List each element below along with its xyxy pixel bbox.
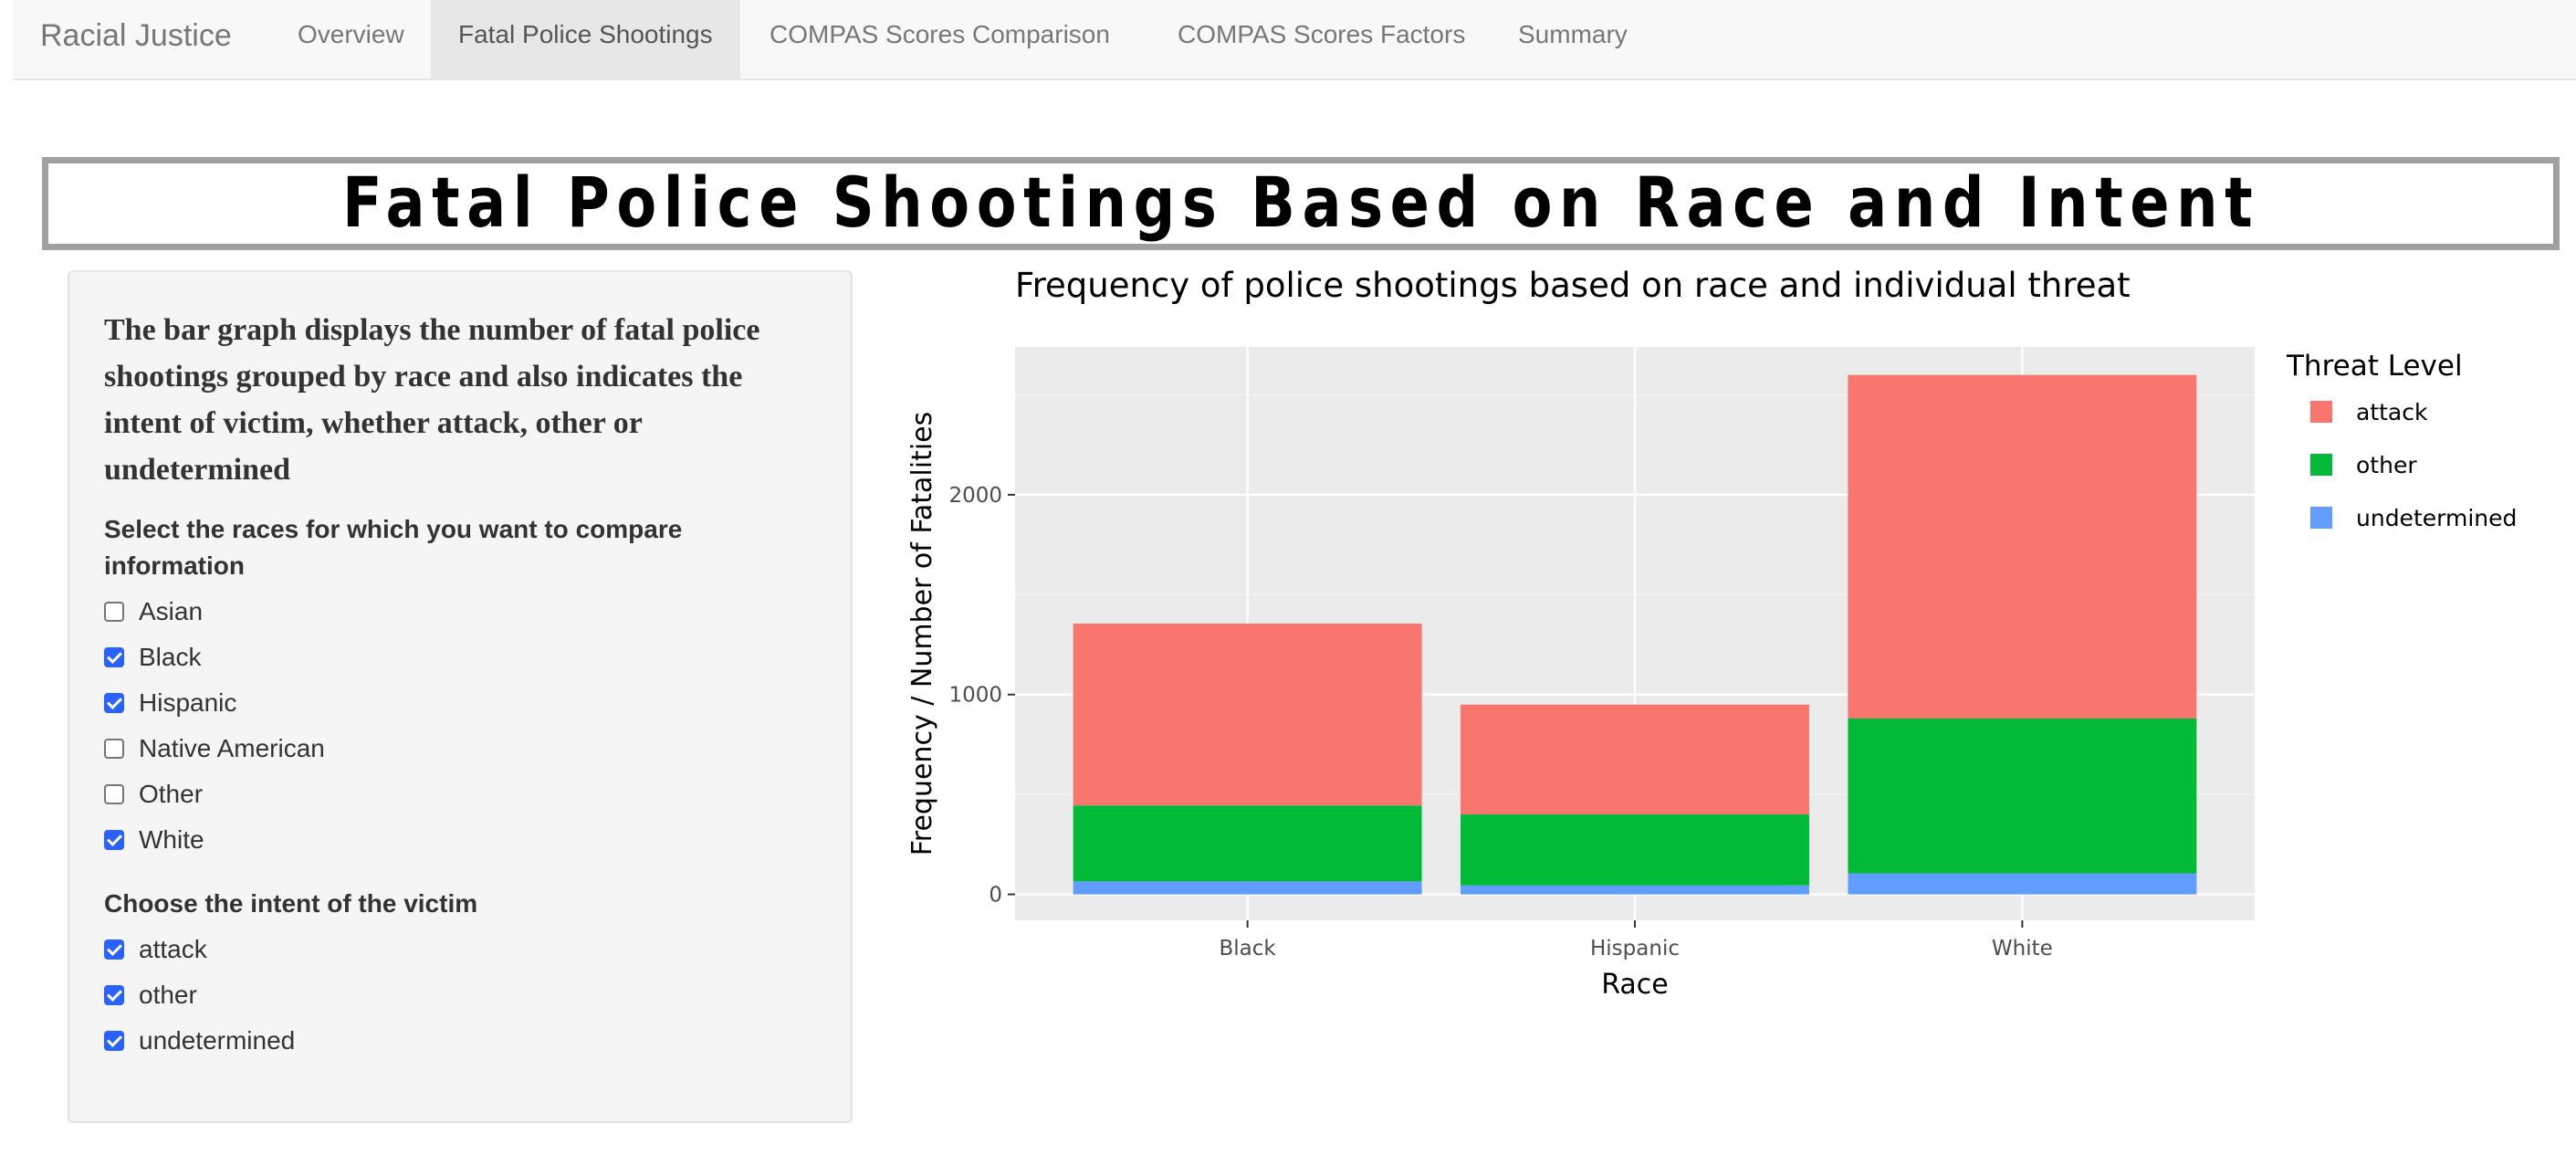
legend-label-undetermined: undetermined [2356,505,2517,531]
page-banner: Fatal Police Shootings Based on Race and… [42,157,2560,250]
bar-white-undetermined [1848,873,2197,895]
race-checkbox-native-american[interactable]: Native American [104,730,325,767]
legend-label-other: other [2356,452,2417,478]
bar-white-other [1848,718,2197,874]
race-checkbox-other[interactable]: Other [104,776,203,813]
y-tick-label: 2000 [948,484,1002,508]
checkbox-checked-icon[interactable] [104,830,124,850]
x-tick-label-hispanic: Hispanic [1590,937,1680,960]
intent-checkbox-undetermined[interactable]: undetermined [104,1023,295,1059]
x-tick-label-black: Black [1220,937,1277,960]
y-tick-label: 0 [989,884,1002,908]
checkbox-checked-icon[interactable] [104,1031,124,1051]
race-checkbox-black[interactable]: Black [104,639,201,676]
race-select-label: Select the races for which you want to c… [104,515,683,580]
legend-swatch-undetermined [2310,507,2332,529]
stacked-bar-chart: Frequency of police shootings based on r… [906,266,2517,1001]
bar-hispanic-other [1461,814,1809,886]
race-checkbox-white[interactable]: White [104,822,204,858]
tab-overview[interactable]: Overview [298,20,404,48]
checkbox-label: Native American [139,734,325,762]
legend-swatch-other [2310,454,2332,476]
legend-title: Threat Level [2286,350,2463,383]
tab-fatal-police-shootings[interactable]: Fatal Police Shootings [431,0,740,79]
checkbox-label: White [139,825,204,854]
checkbox-label: Asian [139,597,204,625]
bar-black-attack [1073,624,1422,806]
chart-title: Frequency of police shootings based on r… [1015,266,2131,305]
checkbox-checked-icon[interactable] [104,985,124,1005]
legend-swatch-attack [2310,401,2332,423]
checkbox-label: other [139,981,197,1009]
checkbox-checked-icon[interactable] [104,647,124,667]
checkbox-label: Other [139,780,204,808]
legend: attack other undetermined [2310,399,2517,531]
navbar: Racial Justice Overview Fatal Police Sho… [13,0,2576,80]
tab-summary[interactable]: Summary [1518,20,1628,48]
y-tick-label: 1000 [948,684,1002,708]
checkbox-checked-icon[interactable] [104,693,124,713]
tab-compas-scores-factors[interactable]: COMPAS Scores Factors [1178,20,1466,48]
legend-label-attack: attack [2356,399,2428,425]
bar-hispanic-undetermined [1461,885,1809,895]
bar-black-undetermined [1073,881,1422,895]
x-axis-title: Race [1601,969,1669,1001]
checkbox-label: undetermined [139,1026,296,1055]
race-checkbox-hispanic[interactable]: Hispanic [104,685,236,721]
app-brand[interactable]: Racial Justice [40,18,232,53]
checkbox-icon[interactable] [104,602,124,622]
page-title: Fatal Police Shootings Based on Race and… [341,162,2260,243]
y-axis-title: Frequency / Number of Fatalities [906,412,938,856]
bar-black-other [1073,805,1422,882]
checkbox-label: attack [139,935,207,963]
bar-white-attack [1848,374,2197,719]
intent-checkbox-attack[interactable]: attack [104,931,207,968]
checkbox-label: Hispanic [139,688,237,717]
checkbox-icon[interactable] [104,784,124,804]
tab-compas-scores-comparison[interactable]: COMPAS Scores Comparison [770,20,1110,48]
checkbox-label: Black [139,643,202,671]
race-checkbox-asian[interactable]: Asian [104,593,203,630]
x-tick-label-white: White [1992,937,2053,960]
intent-select-label: Choose the intent of the victim [104,889,478,918]
checkbox-checked-icon[interactable] [104,939,124,960]
chart-description: The bar graph displays the number of fat… [104,313,760,487]
intent-checkbox-other[interactable]: other [104,977,197,1013]
checkbox-icon[interactable] [104,739,124,759]
sidebar-panel: The bar graph displays the number of fat… [68,270,853,1123]
bar-hispanic-attack [1461,704,1809,815]
